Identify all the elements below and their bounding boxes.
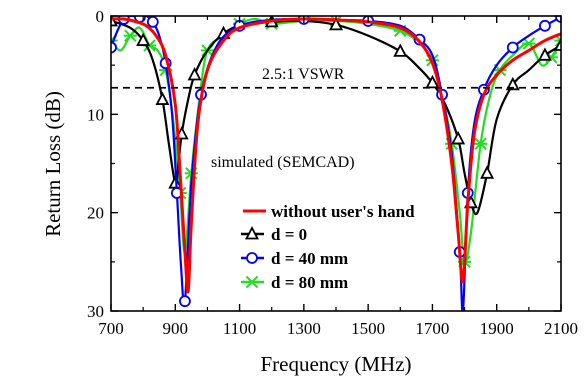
legend-marker-series-3 <box>245 275 259 289</box>
axes-group: 700 900 1100 1300 1500 1700 1900 2100 0 10 20 30 <box>87 7 578 338</box>
data-point-series-2 <box>555 16 561 23</box>
series-group <box>111 16 561 311</box>
data-point-series-1 <box>537 47 552 61</box>
data-point-series-3 <box>123 29 137 42</box>
x-tick-label: 1700 <box>415 319 449 338</box>
legend-marker-series-2 <box>246 252 258 264</box>
data-point-series-1 <box>136 32 151 46</box>
y-tick-label: 0 <box>96 7 105 26</box>
x-tick-label: 1300 <box>287 319 321 338</box>
x-tick-label: 2100 <box>544 319 578 338</box>
data-point-series-1 <box>480 165 495 179</box>
y-tick-label: 30 <box>87 302 104 321</box>
data-point-series-2 <box>506 41 519 54</box>
vswr-label: 2.5:1 VSWR <box>262 66 345 83</box>
y-axis-title: Return Loss (dB) <box>41 91 65 237</box>
legend-item-series-1: d = 0 <box>241 225 307 244</box>
y-tick-label: 20 <box>87 204 104 223</box>
legend-item-series-3: d = 80 mm <box>241 273 348 292</box>
data-point-series-1 <box>187 67 202 81</box>
x-tick-label: 1100 <box>223 319 256 338</box>
legend-label-series-0: without user's hand <box>271 202 415 221</box>
data-point-series-2 <box>179 295 191 308</box>
x-tick-label: 700 <box>98 319 124 338</box>
x-tick-label: 1500 <box>351 319 385 338</box>
x-axis-title: Frequency (MHz) <box>260 352 411 376</box>
x-tick-label: 900 <box>163 319 189 338</box>
series-0 <box>111 17 561 294</box>
legend-item-series-2: d = 40 mm <box>241 249 348 268</box>
data-point-series-2 <box>146 16 159 28</box>
data-point-series-1 <box>554 37 561 51</box>
data-point-series-1 <box>505 76 520 91</box>
legend-marker-series-1 <box>245 226 259 240</box>
legend-item-series-0: without user's hand <box>243 202 415 221</box>
data-point-series-3 <box>474 137 488 151</box>
legend-label-series-1: d = 0 <box>271 225 307 244</box>
data-point-series-1 <box>425 74 440 89</box>
y-tick-label: 10 <box>87 105 104 124</box>
data-point-series-1 <box>393 43 408 57</box>
x-tick-label: 1900 <box>480 319 514 338</box>
data-point-series-2 <box>111 41 117 54</box>
data-point-series-1 <box>155 91 170 105</box>
data-point-series-1 <box>451 130 466 145</box>
data-point-series-2 <box>539 19 551 32</box>
simulated-label: simulated (SEMCAD) <box>211 154 355 171</box>
series-1 <box>111 16 561 216</box>
series-line-0 <box>111 17 561 294</box>
data-point-series-3 <box>554 34 561 47</box>
legend: without user's hand d = 0 d = 40 mm d = … <box>241 202 415 292</box>
legend-label-series-3: d = 80 mm <box>271 273 348 292</box>
legend-label-series-2: d = 40 mm <box>271 249 348 268</box>
data-point-series-1 <box>329 16 343 31</box>
